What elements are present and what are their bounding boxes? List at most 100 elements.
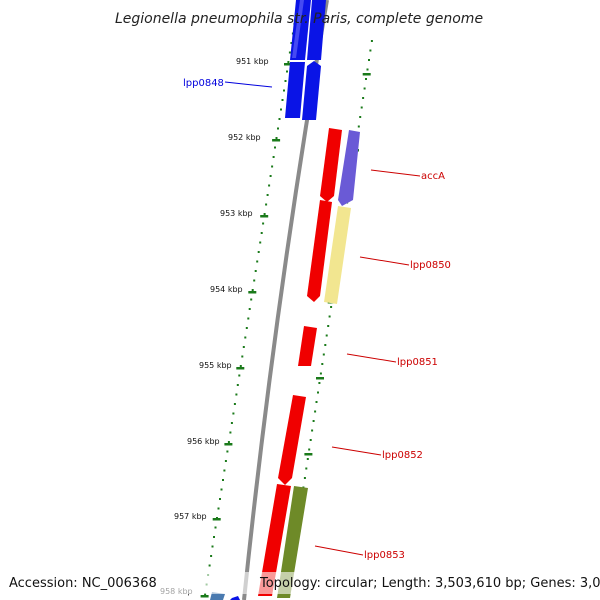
scale-dot: [325, 334, 328, 337]
scale-dot: [281, 99, 284, 101]
kbp-label: 952 kbp: [228, 133, 261, 142]
gene-label-lpp0852[interactable]: lpp0852: [382, 450, 423, 461]
leader-line-lpp0852: [331, 446, 382, 456]
scale-dot: [271, 165, 274, 168]
scale-dot: [280, 108, 282, 111]
scale-dot: [366, 68, 369, 71]
gene-red-d[interactable]: [278, 395, 306, 485]
scale-dot: [260, 232, 263, 234]
scale-dot: [217, 507, 220, 510]
kbp-label: 953 kbp: [220, 209, 253, 218]
scale-major-tick: [224, 443, 233, 446]
leader-line-lpp0848: [224, 81, 273, 88]
scale-dot: [208, 564, 211, 567]
scale-dot: [322, 353, 325, 356]
leader-line-lpp0853: [314, 545, 364, 556]
scale-dot: [309, 439, 312, 441]
scale-dot: [235, 393, 238, 396]
scale-major-tick: [236, 367, 245, 370]
scale-dot: [268, 184, 271, 187]
scale-dot: [242, 346, 245, 348]
scale-dot: [365, 78, 367, 80]
scale-dot: [247, 317, 250, 320]
scale-dot: [222, 479, 224, 481]
gene-label-lpp0850[interactable]: lpp0850: [410, 260, 451, 271]
gene-yellow[interactable]: [324, 206, 351, 304]
scale-dot: [308, 448, 311, 451]
scale-dot: [266, 194, 269, 196]
gene-red-a[interactable]: [320, 128, 342, 202]
leader-line-acca: [370, 169, 421, 177]
gene-blue-bottom[interactable]: [230, 596, 240, 600]
scale-dot: [368, 59, 370, 61]
leader-line-lpp0851: [346, 353, 397, 363]
scale-dot: [226, 450, 229, 453]
scale-dot: [239, 365, 242, 367]
scale-dot: [244, 336, 247, 339]
scale-dot: [211, 545, 214, 548]
gene-features: [210, 0, 360, 600]
gene-red-e[interactable]: [258, 484, 291, 596]
scale-dot: [210, 555, 213, 557]
accession-text: Accession: NC_006368: [9, 576, 157, 591]
scale-dot: [256, 260, 259, 263]
scale-major-tick: [260, 215, 269, 218]
scale-dot: [357, 125, 360, 128]
scale-dot: [370, 40, 373, 42]
gene-label-lpp0848[interactable]: lpp0848: [183, 78, 224, 89]
gene-blue-upper-right[interactable]: [307, 0, 326, 60]
scale-dot: [324, 344, 327, 346]
kbp-label: 951 kbp: [236, 57, 269, 66]
scale-dot: [272, 156, 275, 158]
gene-red-b[interactable]: [307, 200, 332, 302]
scale-major-tick: [316, 377, 324, 380]
scale-dot: [236, 384, 239, 386]
scale-dot: [287, 61, 290, 63]
scale-dot: [312, 420, 315, 422]
scale-dot: [257, 251, 260, 253]
scale-dot: [319, 372, 322, 375]
scale-dot: [214, 526, 217, 529]
kbp-label: 957 kbp: [174, 512, 207, 521]
scale-dot: [241, 355, 244, 358]
leader-line-lpp0850: [359, 256, 410, 266]
scale-dot: [213, 536, 215, 538]
scale-dot: [262, 222, 265, 225]
scale-dot: [230, 422, 233, 424]
gene-blue-lower-right[interactable]: [302, 61, 321, 120]
gene-purple[interactable]: [338, 130, 360, 206]
gene-blue-highlight[interactable]: [292, 0, 304, 58]
scale-dot: [306, 458, 309, 460]
scale-dot: [317, 391, 319, 394]
scale-dot: [321, 363, 324, 365]
scale-dot: [232, 412, 235, 415]
scale-major-tick: [200, 595, 209, 598]
scale-dot: [278, 118, 281, 120]
gene-blue-lower-left[interactable]: [285, 62, 305, 118]
scale-dot: [224, 460, 227, 462]
scale-dot: [369, 49, 372, 52]
scale-dot: [269, 175, 272, 177]
scale-dot: [328, 315, 331, 318]
scale-dot: [290, 42, 293, 44]
scale-dot: [227, 441, 230, 443]
scale-dot: [233, 403, 236, 405]
inner-scale-ring: [200, 4, 299, 598]
scale-dot: [250, 298, 253, 301]
scale-dot: [263, 213, 266, 215]
gene-label-lpp0851[interactable]: lpp0851: [397, 357, 438, 368]
kbp-label: 954 kbp: [210, 285, 243, 294]
scale-dot: [314, 410, 317, 413]
scale-dot: [275, 137, 278, 139]
scale-dot: [229, 431, 232, 434]
gene-label-lpp0853[interactable]: lpp0853: [364, 550, 405, 561]
scale-major-tick: [284, 63, 292, 66]
gene-label-acca[interactable]: accA: [421, 171, 445, 182]
gene-olive[interactable]: [277, 486, 308, 598]
scale-dot: [245, 327, 248, 329]
gene-label-leaders: [224, 81, 421, 556]
gene-red-c[interactable]: [298, 326, 317, 366]
kbp-label: 955 kbp: [199, 361, 232, 370]
map-title: Legionella pneumophila str. Paris, compl…: [115, 11, 483, 27]
